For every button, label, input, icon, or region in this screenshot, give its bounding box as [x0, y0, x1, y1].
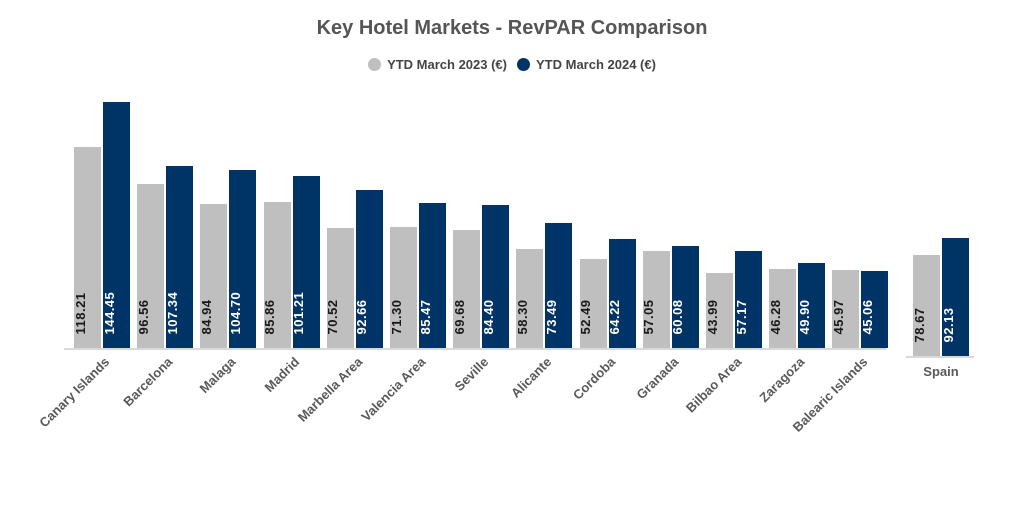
bar-2023: 58.30 [514, 249, 544, 348]
bar-2023: 57.05 [641, 251, 670, 348]
bar-value-label: 46.28 [767, 299, 783, 335]
bar-2024: 85.47 [417, 203, 446, 348]
bar-value-label: 92.13 [940, 307, 956, 343]
bar-value-label: 144.45 [101, 291, 117, 335]
bar-2023: 70.52 [325, 228, 354, 348]
bar-2024: 73.49 [543, 223, 573, 348]
legend-label-2023: YTD March 2023 (€) [387, 57, 507, 72]
bar-2024: 144.45 [101, 102, 130, 348]
bar-value-label: 84.40 [480, 299, 496, 335]
bar-value-label: 104.70 [227, 291, 243, 335]
bar-value-label: 45.97 [830, 299, 846, 335]
bar-value-label: 73.49 [543, 299, 559, 335]
bar-2024: 49.90 [796, 263, 826, 348]
bar-value-label: 57.17 [733, 299, 749, 335]
bar-2023: 96.56 [135, 184, 165, 348]
bar-2024: 107.34 [164, 166, 194, 348]
bar-2023: 78.67 [911, 255, 940, 356]
bar-value-label: 57.05 [641, 299, 657, 335]
bar-2024: 92.13 [940, 238, 969, 356]
bar-value-label: 49.90 [796, 299, 812, 335]
bar-value-label: 107.34 [164, 291, 180, 335]
legend-item-2023: YTD March 2023 (€) [368, 57, 507, 72]
bar-value-label: 58.30 [514, 299, 530, 335]
bar-2024: 101.21 [291, 176, 320, 348]
bar-value-label: 70.52 [325, 299, 341, 335]
bar-2023: 52.49 [578, 259, 607, 348]
category-label: Spain [923, 364, 959, 379]
bar-2023: 69.68 [451, 230, 481, 348]
bar-value-label: 52.49 [578, 299, 594, 335]
bar-value-label: 101.21 [291, 291, 307, 335]
bar-value-label: 71.30 [388, 299, 404, 335]
spain-axis-line [906, 356, 974, 358]
bar-2024: 60.08 [670, 246, 699, 348]
bar-2024: 45.06 [859, 271, 889, 348]
bar-value-label: 78.67 [911, 307, 927, 343]
x-axis-line [64, 348, 886, 350]
legend-dot-2023-icon [368, 58, 382, 71]
bar-2024: 92.66 [354, 190, 383, 348]
bar-2024: 64.22 [607, 239, 636, 348]
bar-value-label: 85.86 [262, 299, 278, 335]
legend-label-2024: YTD March 2024 (€) [536, 57, 656, 72]
bar-value-label: 43.99 [704, 299, 720, 335]
bar-value-label: 60.08 [670, 299, 686, 335]
legend-item-2024: YTD March 2024 (€) [517, 57, 656, 72]
bar-value-label: 45.06 [859, 299, 875, 335]
bar-value-label: 84.94 [198, 299, 214, 335]
bar-2023: 71.30 [388, 227, 417, 348]
bar-2023: 85.86 [262, 202, 291, 348]
bar-2024: 84.40 [480, 205, 510, 348]
bar-2023: 46.28 [767, 269, 797, 348]
bar-2023: 118.21 [72, 147, 101, 348]
bar-value-label: 118.21 [72, 292, 88, 335]
bar-2024: 57.17 [733, 251, 762, 348]
bar-2023: 84.94 [198, 204, 228, 348]
bar-value-label: 85.47 [417, 299, 433, 335]
bar-value-label: 69.68 [451, 299, 467, 335]
legend-dot-2024-icon [517, 58, 530, 71]
chart-title: Key Hotel Markets - RevPAR Comparison [316, 17, 708, 39]
bar-2023: 43.99 [704, 273, 733, 348]
bar-value-label: 64.22 [607, 299, 623, 335]
bar-value-label: 96.56 [135, 299, 151, 335]
bar-2023: 45.97 [830, 270, 860, 348]
chart-legend: YTD March 2023 (€) YTD March 2024 (€) [0, 57, 1024, 72]
bar-2024: 104.70 [227, 170, 257, 348]
bar-value-label: 92.66 [354, 299, 370, 335]
